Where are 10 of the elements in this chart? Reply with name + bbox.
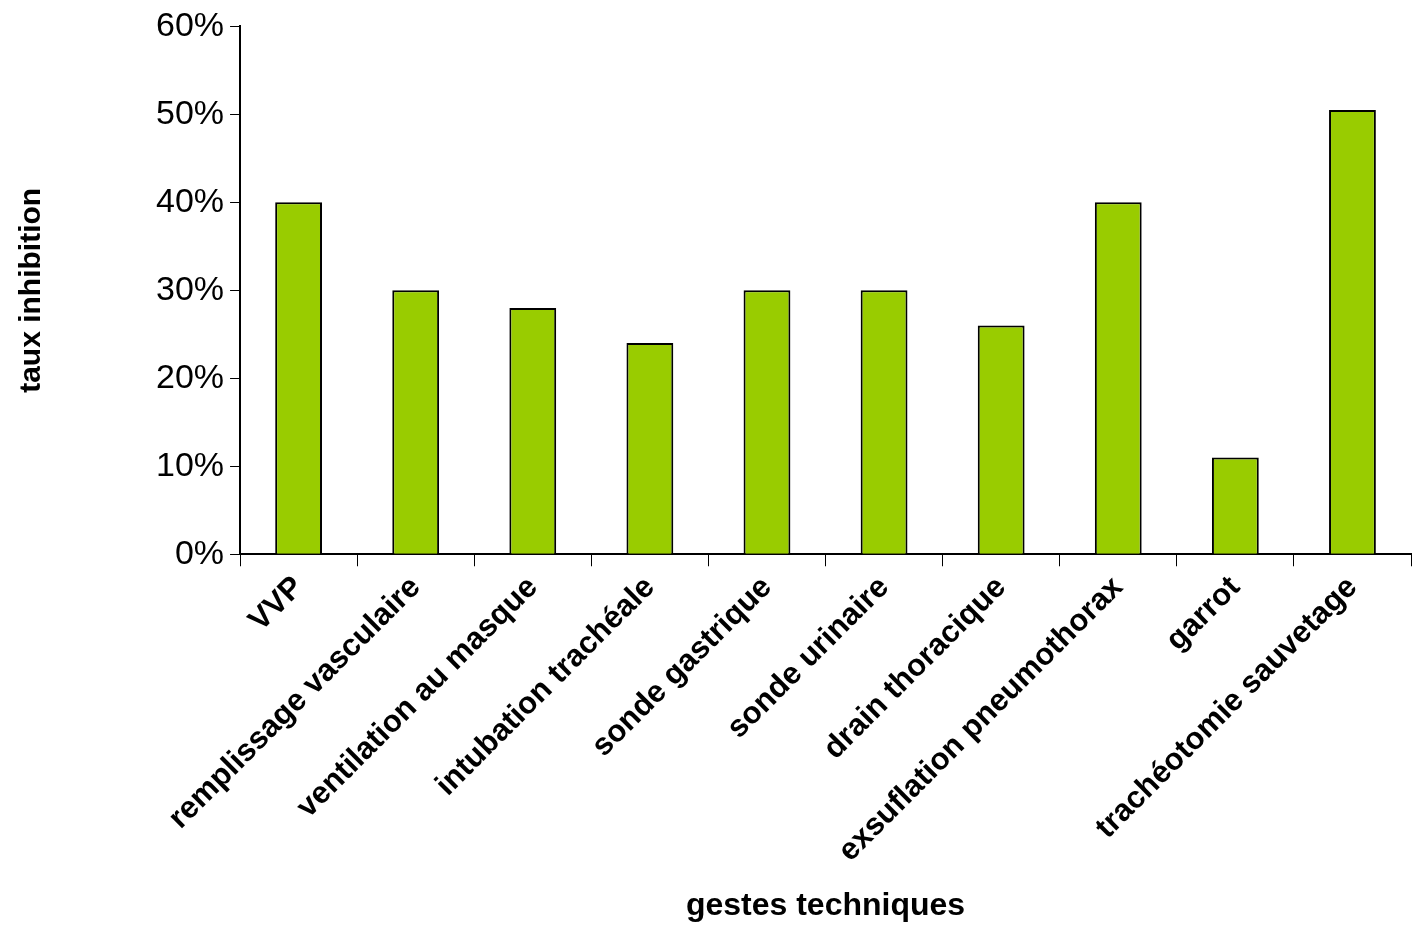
y-tick-label: 10% <box>155 444 225 483</box>
y-tick-label: 40% <box>155 180 225 219</box>
y-tick-label: 50% <box>155 92 225 131</box>
x-tick-label: VVP <box>240 568 310 638</box>
y-tick-label: 60% <box>155 4 225 43</box>
y-tick-label: 20% <box>155 356 225 395</box>
y-axis-title: taux inhibition <box>13 187 47 393</box>
x-axis-title: gestes techniques <box>685 885 966 922</box>
y-tick-label: 30% <box>155 268 225 307</box>
y-tick-label: 0% <box>174 532 225 571</box>
